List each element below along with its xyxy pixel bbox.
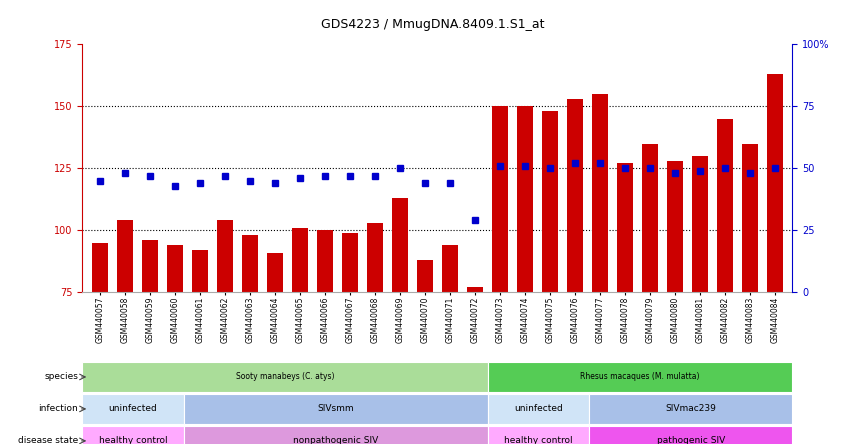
Text: GDS4223 / MmugDNA.8409.1.S1_at: GDS4223 / MmugDNA.8409.1.S1_at — [321, 18, 545, 31]
Bar — [92, 242, 108, 444]
Bar — [488, 425, 590, 444]
Bar — [142, 240, 158, 444]
Bar — [617, 163, 633, 444]
Text: Rhesus macaques (M. mulatta): Rhesus macaques (M. mulatta) — [580, 373, 700, 381]
Text: healthy control: healthy control — [99, 436, 167, 444]
Bar — [191, 250, 208, 444]
Bar — [184, 393, 488, 424]
Bar — [117, 220, 132, 444]
Bar — [492, 107, 508, 444]
Bar — [590, 425, 792, 444]
Text: infection: infection — [38, 404, 78, 413]
Bar — [242, 235, 258, 444]
Bar — [366, 223, 383, 444]
Bar — [488, 393, 590, 424]
Bar — [166, 245, 183, 444]
Bar — [667, 161, 683, 444]
Text: pathogenic SIV: pathogenic SIV — [656, 436, 725, 444]
Text: healthy control: healthy control — [505, 436, 573, 444]
Bar — [717, 119, 733, 444]
Bar — [82, 425, 184, 444]
Text: SIVsmm: SIVsmm — [318, 404, 354, 413]
Bar — [317, 230, 333, 444]
Text: uninfected: uninfected — [514, 404, 563, 413]
Bar — [292, 228, 308, 444]
Bar — [766, 74, 783, 444]
Bar — [542, 111, 558, 444]
Bar — [591, 94, 608, 444]
Bar — [442, 245, 458, 444]
Text: Sooty manabeys (C. atys): Sooty manabeys (C. atys) — [236, 373, 334, 381]
Bar — [391, 198, 408, 444]
Bar — [82, 393, 184, 424]
Bar — [342, 233, 358, 444]
Text: uninfected: uninfected — [108, 404, 158, 413]
Bar — [517, 107, 533, 444]
Bar — [590, 393, 792, 424]
Bar — [642, 143, 658, 444]
Bar — [488, 361, 792, 392]
Text: disease state: disease state — [17, 436, 78, 444]
Bar — [417, 260, 433, 444]
Text: nonpathogenic SIV: nonpathogenic SIV — [294, 436, 378, 444]
Bar — [566, 99, 583, 444]
Text: SIVmac239: SIVmac239 — [665, 404, 716, 413]
Bar — [467, 287, 483, 444]
Bar — [216, 220, 233, 444]
Bar — [742, 143, 758, 444]
Bar — [82, 361, 488, 392]
Bar — [692, 156, 708, 444]
Text: species: species — [44, 373, 78, 381]
Bar — [267, 253, 283, 444]
Bar — [184, 425, 488, 444]
